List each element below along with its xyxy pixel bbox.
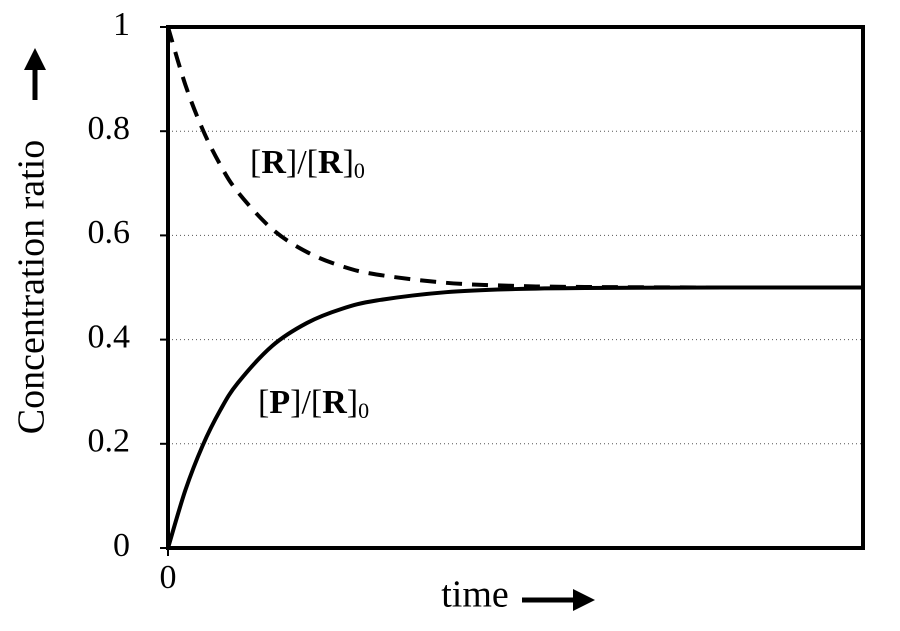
series-line [166, 285, 864, 549]
y-arrow [24, 48, 46, 100]
y-tick-label: 0.6 [88, 214, 131, 251]
x-tick-label: 0 [160, 559, 177, 596]
y-axis-label: Concentration ratio [11, 140, 53, 434]
y-tick-label: 0.4 [88, 318, 131, 355]
y-tick-label: 1 [113, 6, 130, 43]
series-label: [R]/[R]0 [250, 144, 365, 183]
series-label: [P]/[R]0 [258, 384, 369, 423]
x-arrow [522, 589, 595, 611]
y-tick-label: 0.2 [88, 423, 131, 460]
y-tick-label: 0 [113, 527, 130, 564]
x-axis-label: time [441, 574, 509, 616]
y-tick-label: 0.8 [88, 110, 131, 147]
